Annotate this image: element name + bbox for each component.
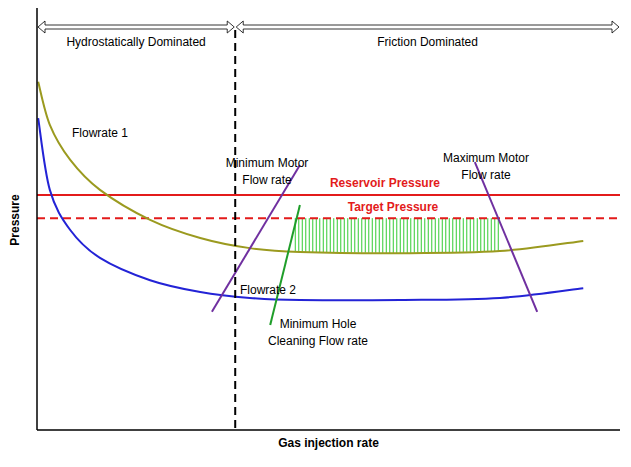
label: Flowrate 2 bbox=[240, 283, 296, 297]
hatch-line bbox=[382, 218, 383, 253]
limit-line bbox=[270, 205, 300, 325]
label: Minimum Motor bbox=[226, 156, 309, 170]
region-arrow bbox=[38, 21, 234, 33]
chart: Hydrostatically Dominated Friction Domina… bbox=[0, 0, 631, 467]
hatch-line bbox=[491, 218, 492, 251]
label: Friction Dominated bbox=[377, 35, 478, 49]
label: Hydrostatically Dominated bbox=[66, 35, 205, 49]
hatch-line bbox=[302, 218, 303, 252]
hatch-line bbox=[316, 218, 317, 252]
hatch-line bbox=[435, 218, 436, 252]
hatch-line bbox=[326, 218, 327, 252]
hatch-line bbox=[470, 218, 471, 252]
hatch-line bbox=[344, 218, 345, 252]
hatch-line bbox=[330, 218, 331, 252]
region-boundary bbox=[234, 30, 236, 430]
hatch-line bbox=[421, 218, 422, 253]
hatch-line bbox=[309, 218, 310, 252]
hatch-line bbox=[438, 218, 439, 252]
hatch-line bbox=[442, 218, 443, 252]
hatch-line bbox=[375, 218, 376, 253]
x-axis bbox=[37, 429, 620, 431]
hatch-line bbox=[403, 218, 404, 253]
label: Flowrate 1 bbox=[72, 126, 128, 140]
label: Flow rate bbox=[242, 173, 292, 187]
label: Cleaning Flow rate bbox=[268, 334, 368, 348]
curve bbox=[38, 118, 583, 300]
hatch-line bbox=[393, 218, 394, 253]
hatch-line bbox=[354, 218, 355, 252]
hatch-line bbox=[480, 218, 481, 251]
hatch-line bbox=[466, 218, 467, 252]
hatch-line bbox=[456, 218, 457, 252]
hatch-line bbox=[498, 218, 499, 251]
region-arrow bbox=[236, 21, 619, 33]
limit-line bbox=[212, 165, 300, 312]
hatch-line bbox=[347, 218, 348, 252]
hatch-line bbox=[414, 218, 415, 253]
hatch-line bbox=[337, 218, 338, 252]
reference-line bbox=[37, 217, 620, 219]
hatch-line bbox=[424, 218, 425, 253]
hatch-line bbox=[494, 218, 495, 251]
hatch-line bbox=[445, 218, 446, 252]
hatch-line bbox=[396, 218, 397, 253]
plot-area bbox=[37, 30, 620, 430]
hatch-line bbox=[484, 218, 485, 251]
hatch-line bbox=[410, 218, 411, 253]
hatch-line bbox=[312, 218, 313, 252]
y-axis bbox=[36, 8, 38, 430]
hatch-line bbox=[449, 218, 450, 252]
label: Pressure bbox=[8, 194, 22, 246]
hatch-line bbox=[389, 218, 390, 253]
hatch-line bbox=[298, 218, 299, 252]
hatch-line bbox=[333, 218, 334, 252]
label: Minimum Hole bbox=[280, 317, 357, 331]
hatch-line bbox=[379, 218, 380, 253]
label: Gas injection rate bbox=[278, 436, 379, 450]
hatch-line bbox=[351, 218, 352, 252]
limit-line bbox=[475, 162, 537, 312]
hatch-line bbox=[305, 218, 306, 252]
hatch-line bbox=[431, 218, 432, 252]
hatch-line bbox=[340, 218, 341, 252]
hatch-line bbox=[368, 218, 369, 253]
label: Maximum Motor bbox=[443, 151, 529, 165]
label: Target Pressure bbox=[348, 200, 439, 214]
reference-line bbox=[37, 194, 620, 196]
hatch-line bbox=[428, 218, 429, 252]
hatch-line bbox=[459, 218, 460, 252]
hatch-line bbox=[372, 218, 373, 253]
hatch-line bbox=[473, 218, 474, 251]
hatch-line bbox=[361, 218, 362, 253]
hatch-line bbox=[386, 218, 387, 253]
hatch-line bbox=[319, 218, 320, 252]
hatch-line bbox=[477, 218, 478, 251]
hatch-line bbox=[400, 218, 401, 253]
label: Flow rate bbox=[461, 168, 511, 182]
hatch-line bbox=[417, 218, 418, 253]
hatch-line bbox=[487, 218, 488, 251]
hatch-line bbox=[452, 218, 453, 252]
hatch-line bbox=[407, 218, 408, 253]
hatch-line bbox=[365, 218, 366, 253]
label: Reservoir Pressure bbox=[330, 176, 440, 190]
hatch-line bbox=[358, 218, 359, 252]
operating-window bbox=[295, 218, 498, 253]
hatch-line bbox=[463, 218, 464, 252]
hatch-line bbox=[323, 218, 324, 252]
